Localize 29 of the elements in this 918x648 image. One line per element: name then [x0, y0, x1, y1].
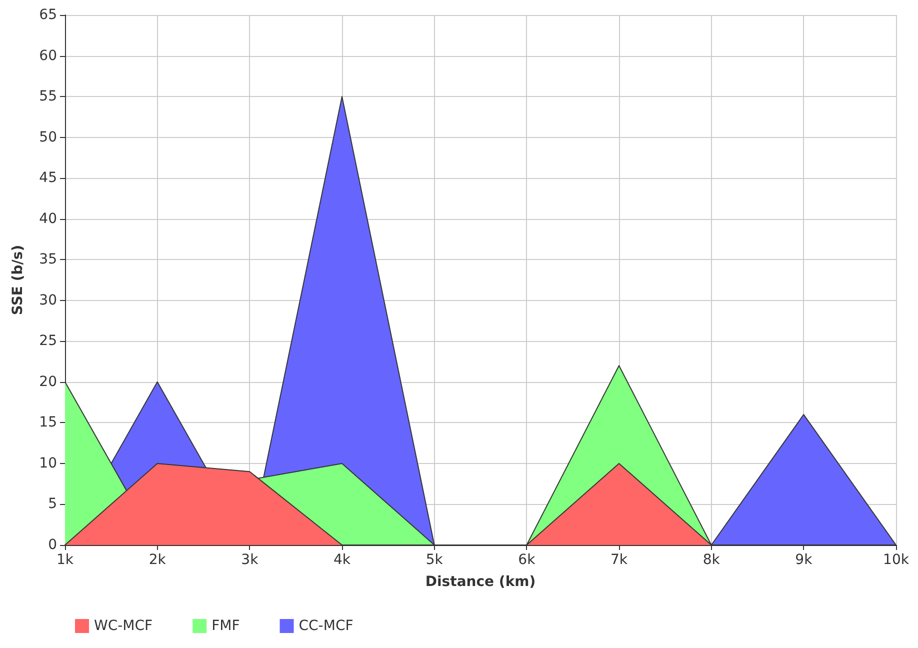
y-tick-label: 35 — [39, 252, 57, 268]
x-tick-label: 2k — [148, 552, 167, 568]
y-tick-label: 40 — [39, 210, 57, 227]
y-tick-label: 50 — [39, 129, 57, 146]
x-tick-label: 4k — [333, 552, 352, 568]
y-tick-label: 65 — [39, 7, 57, 23]
y-tick-label: 45 — [39, 170, 57, 186]
legend-label: CC-MCF — [298, 618, 354, 634]
y-tick-label: 60 — [39, 48, 57, 64]
x-tick-label: 8k — [702, 552, 721, 568]
y-tick-label: 0 — [48, 537, 57, 553]
y-tick-label: 55 — [39, 88, 57, 105]
x-tick-label: 7k — [610, 552, 628, 568]
y-axis-title: SSE (b/s) — [10, 244, 26, 316]
x-tick-label: 6k — [518, 552, 536, 568]
x-tick-label: 1k — [56, 552, 74, 568]
x-tick-label: 10k — [883, 552, 910, 568]
y-tick-label: 15 — [39, 414, 57, 431]
x-axis-title: Distance (km) — [425, 574, 536, 590]
x-tick-label: 9k — [795, 552, 814, 568]
y-tick-label: 10 — [39, 455, 57, 472]
y-tick-label: 25 — [39, 333, 57, 350]
x-tick-label: 5k — [426, 552, 444, 568]
legend-label: FMF — [212, 618, 240, 634]
x-tick-label: 3k — [241, 552, 260, 568]
legend-label: WC-MCF — [94, 618, 153, 634]
y-tick-label: 5 — [48, 496, 57, 512]
y-tick-label: 30 — [39, 292, 57, 308]
y-tick-label: 20 — [39, 374, 57, 390]
